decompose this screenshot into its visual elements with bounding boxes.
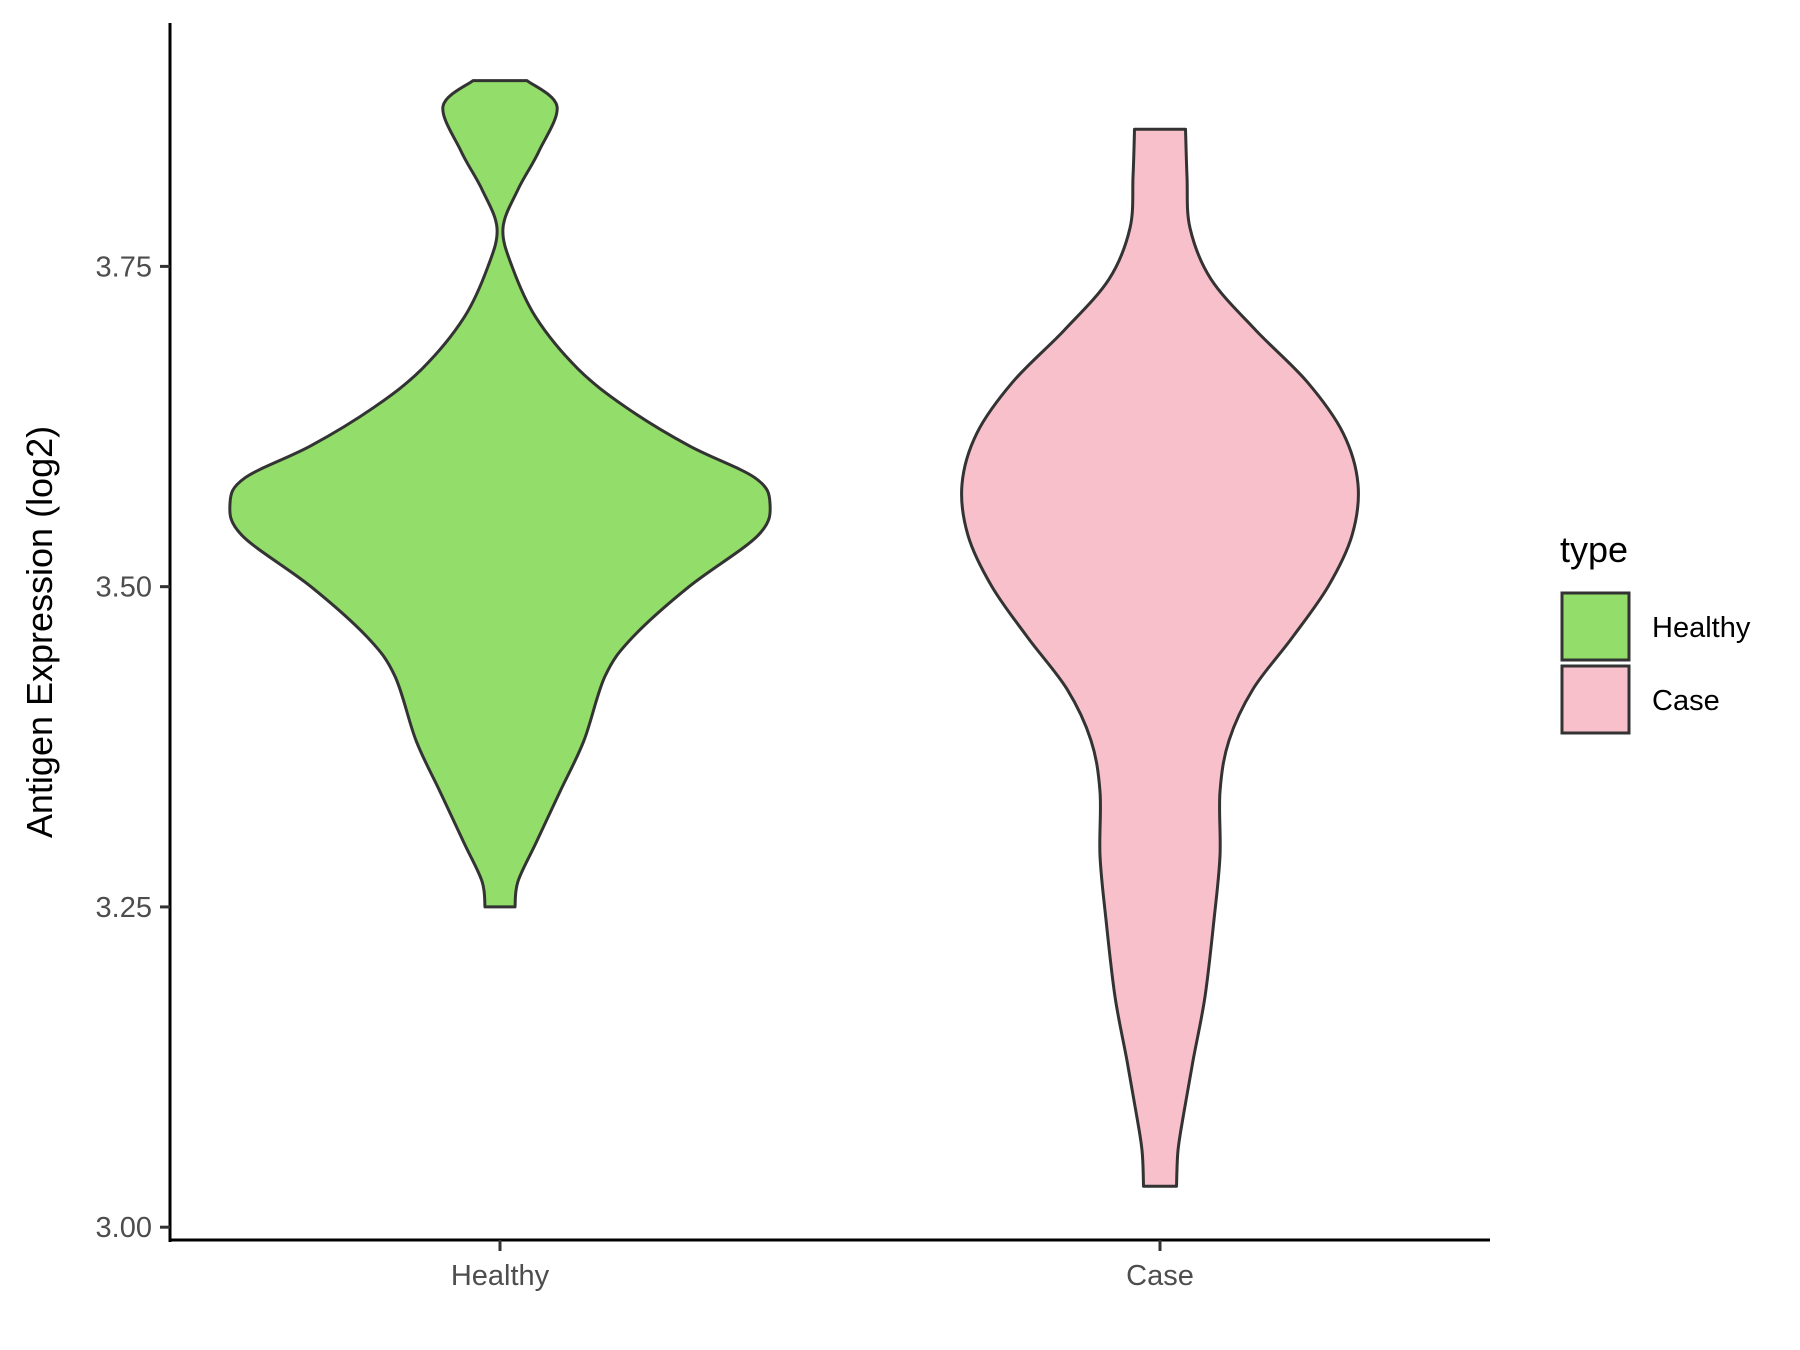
x-tick-label: Case [1126,1260,1194,1292]
violin-case [960,127,1360,1188]
y-tick-label: 3.25 [96,892,152,924]
violin-layer [228,79,1360,1188]
legend-swatch-case [1560,664,1631,735]
legend-label-healthy: Healthy [1652,612,1751,644]
legend: type Healthy Case [1560,529,1751,735]
y-tick-label: 3.75 [96,251,152,283]
legend-title: type [1560,529,1628,570]
y-tick-label: 3.00 [96,1212,152,1244]
y-axis-title: Antigen Expression (log2) [19,426,60,838]
x-axis-ticks: Healthy Case [451,1240,1194,1292]
legend-swatch-healthy [1560,591,1631,662]
x-tick-label: Healthy [451,1260,550,1292]
y-axis-ticks: 3.00 3.25 3.50 3.75 [96,251,170,1244]
y-tick-label: 3.50 [96,572,152,604]
violin-healthy [228,79,772,909]
legend-label-case: Case [1652,685,1720,717]
